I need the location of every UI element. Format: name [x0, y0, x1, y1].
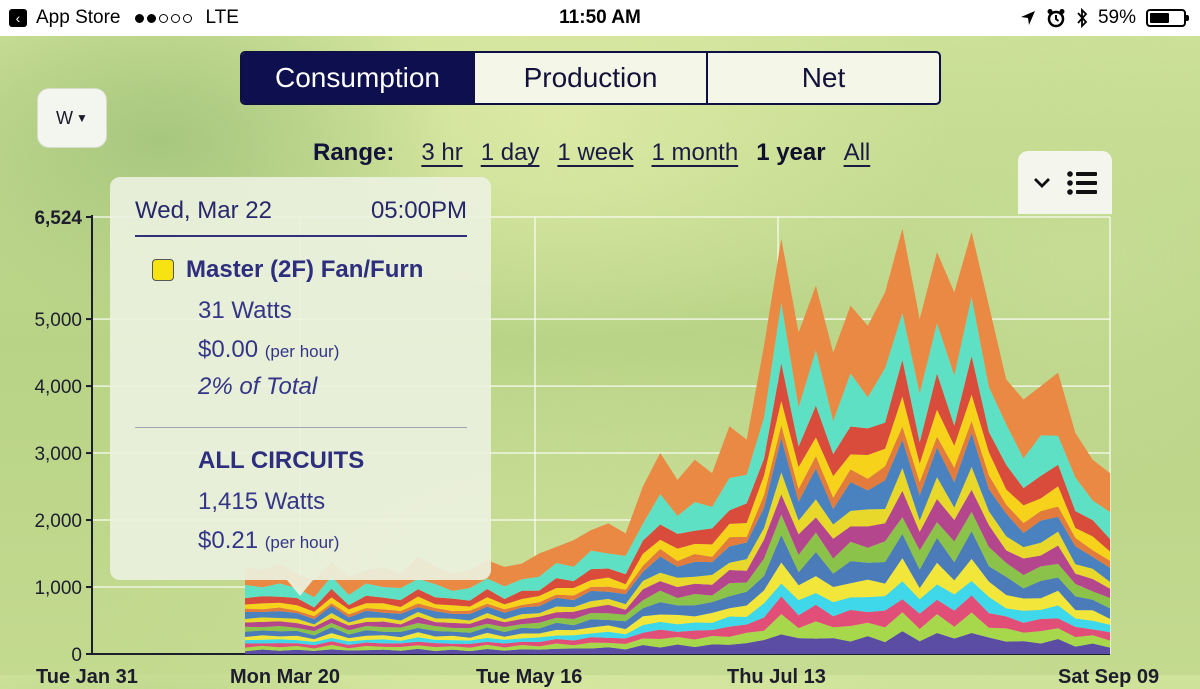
data-tooltip: Wed, Mar 22 05:00PM Master (2F) Fan/Furn… — [110, 177, 491, 596]
circuit-cost-row: $0.00 (per hour) — [198, 336, 339, 364]
series-area-6[interactable] — [245, 511, 1110, 636]
all-circuits-cost: $0.21 — [198, 527, 259, 554]
signal-strength-icon — [134, 13, 192, 23]
x-label-2: Tue May 16 — [476, 666, 583, 688]
y-tick-label: 0 — [71, 645, 82, 666]
series-area-4[interactable] — [245, 558, 1110, 642]
y-tick-label: 1,000 — [34, 578, 82, 599]
bluetooth-icon — [1077, 8, 1088, 28]
series-area-12[interactable] — [245, 355, 1110, 612]
series-area-8[interactable] — [245, 466, 1110, 627]
circuit-cost-unit: (per hour) — [264, 342, 340, 361]
all-circuits-watts: 1,415 Watts — [198, 488, 326, 515]
battery-icon — [1146, 9, 1189, 27]
range-option-1year[interactable]: 1 year — [756, 139, 826, 166]
series-area-3[interactable] — [245, 581, 1110, 646]
all-circuits-cost-row: $0.21 (per hour) — [198, 527, 339, 555]
x-label-3: Thu Jul 13 — [727, 666, 826, 688]
y-tick-label: 2,000 — [34, 511, 82, 532]
y-tick-label: 5,000 — [34, 310, 82, 331]
series-area-7[interactable] — [245, 489, 1110, 632]
status-bar: ‹ App Store LTE 11:50 AM 59% — [0, 0, 1200, 36]
all-circuits-label: ALL CIRCUITS — [198, 447, 365, 474]
series-area-13[interactable] — [245, 296, 1110, 608]
alarm-clock-icon — [1047, 9, 1065, 28]
series-area-2[interactable] — [245, 595, 1110, 649]
caret-down-icon: ▼ — [76, 111, 88, 125]
tooltip-date: Wed, Mar 22 — [135, 197, 272, 224]
tooltip-header: Wed, Mar 22 05:00PM — [135, 197, 467, 237]
tooltip-divider — [135, 427, 467, 428]
list-icon — [1067, 170, 1097, 195]
series-area-14[interactable] — [245, 228, 1110, 598]
location-arrow-icon — [1020, 11, 1035, 25]
range-selector: Range: 3 hr 1 day 1 week 1 month 1 year … — [313, 136, 888, 170]
circuit-watts: 31 Watts — [198, 297, 292, 324]
unit-label: W — [56, 107, 74, 128]
legend-toggle-button[interactable] — [1018, 151, 1112, 214]
tab-consumption[interactable]: Consumption — [242, 53, 473, 103]
status-right: 59% — [1020, 7, 1189, 29]
status-left: App Store LTE — [36, 7, 239, 29]
tooltip-time: 05:00PM — [370, 197, 467, 224]
back-arrow-icon[interactable]: ‹ — [9, 9, 27, 27]
range-option-all[interactable]: All — [843, 139, 871, 166]
range-option-3hr[interactable]: 3 hr — [421, 139, 463, 166]
battery-percent: 59% — [1097, 7, 1136, 28]
tab-production[interactable]: Production — [473, 53, 706, 103]
series-area-9[interactable] — [245, 433, 1110, 625]
all-circuits-cost-unit: (per hour) — [264, 533, 340, 552]
tooltip-circuit: Master (2F) Fan/Furn — [152, 256, 423, 284]
series-area-5[interactable] — [245, 531, 1110, 640]
x-label-4: Sat Sep 09 — [1058, 666, 1160, 688]
range-option-1day[interactable]: 1 day — [480, 139, 540, 166]
range-label: Range: — [313, 139, 395, 166]
chevron-down-icon — [1034, 177, 1050, 188]
x-label-0: Tue Jan 31 — [36, 666, 138, 688]
circuit-color-swatch — [152, 259, 174, 281]
unit-dropdown-button[interactable]: W ▼ — [37, 88, 107, 148]
y-tick-label: 3,000 — [34, 444, 82, 465]
x-label-1: Mon Mar 20 — [230, 666, 341, 688]
tab-net[interactable]: Net — [706, 53, 939, 103]
circuit-share: 2% of Total — [198, 373, 318, 400]
back-app-label[interactable]: App Store — [36, 7, 121, 28]
circuit-name: Master (2F) Fan/Furn — [186, 256, 424, 283]
range-option-1month[interactable]: 1 month — [651, 139, 739, 166]
y-tick-label: 6,524 — [34, 208, 82, 229]
mode-tabs: Consumption Production Net — [240, 51, 941, 105]
series-area-1[interactable] — [245, 612, 1110, 652]
circuit-cost: $0.00 — [198, 336, 259, 363]
series-area-0[interactable] — [245, 631, 1110, 654]
y-tick-label: 4,000 — [34, 377, 82, 398]
carrier-label: LTE — [205, 7, 239, 28]
range-option-1week[interactable]: 1 week — [557, 139, 634, 166]
